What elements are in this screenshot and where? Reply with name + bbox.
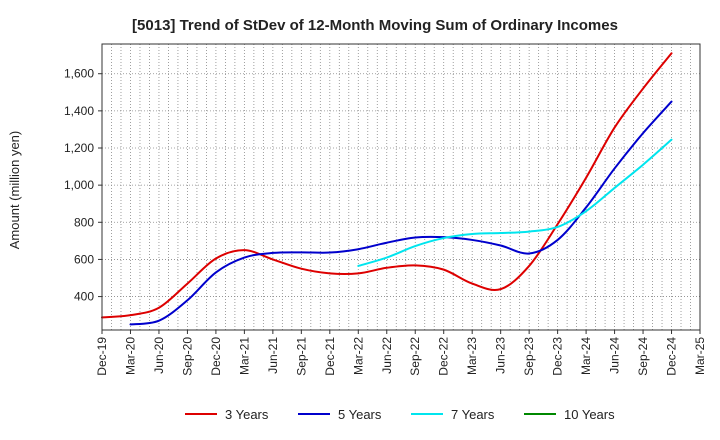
x-tick-label: Mar-25 — [693, 337, 707, 375]
x-tick-label: Jun-24 — [608, 337, 622, 374]
y-tick-label: 1,600 — [64, 67, 94, 81]
x-tick-label: Sep-23 — [522, 337, 536, 376]
x-tick-label: Sep-24 — [636, 337, 650, 376]
x-tick-label: Dec-20 — [209, 337, 223, 376]
x-tick-label: Mar-24 — [579, 337, 593, 375]
chart-container: [5013] Trend of StDev of 12-Month Moving… — [0, 0, 720, 440]
legend-label-3-years: 3 Years — [225, 407, 269, 422]
x-tick-label: Dec-21 — [323, 337, 337, 376]
x-tick-label: Jun-20 — [152, 337, 166, 374]
y-tick-label: 800 — [74, 215, 94, 229]
x-tick-label: Mar-21 — [237, 337, 251, 375]
y-tick-label: 600 — [74, 252, 94, 266]
x-tick-label: Jun-21 — [266, 337, 280, 374]
grid-layer — [102, 44, 700, 330]
x-tick-label: Sep-21 — [294, 337, 308, 376]
y-tick-label: 1,000 — [64, 178, 94, 192]
y-tick-label: 400 — [74, 290, 94, 304]
x-tick-label: Sep-22 — [408, 337, 422, 376]
series-line-5-years — [130, 102, 671, 325]
y-axis-label: Amount (million yen) — [7, 131, 22, 250]
x-tick-label: Mar-22 — [351, 337, 365, 375]
chart-title: [5013] Trend of StDev of 12-Month Moving… — [132, 17, 618, 34]
y-tick-label: 1,200 — [64, 141, 94, 155]
plot-area-frame — [102, 44, 700, 330]
chart-svg: [5013] Trend of StDev of 12-Month Moving… — [0, 0, 720, 440]
x-tick-label: Mar-20 — [123, 337, 137, 375]
x-tick-label: Dec-23 — [551, 337, 565, 376]
x-tick-label: Jun-22 — [380, 337, 394, 374]
series-line-7-years — [358, 140, 671, 266]
legend-label-5-years: 5 Years — [338, 407, 382, 422]
y-axis-ticks: 400 600 800 1,000 1,200 1,400 1,600 — [64, 67, 102, 304]
x-tick-label: Jun-23 — [494, 337, 508, 374]
y-tick-label: 1,400 — [64, 104, 94, 118]
legend-label-7-years: 7 Years — [451, 407, 495, 422]
legend: 3 Years 5 Years 7 Years 10 Years — [185, 407, 615, 422]
legend-label-10-years: 10 Years — [564, 407, 615, 422]
x-tick-label: Dec-24 — [665, 337, 679, 376]
x-tick-label: Mar-23 — [465, 337, 479, 375]
x-tick-label: Dec-19 — [95, 337, 109, 376]
x-axis-ticks: Dec-19 Mar-20 Jun-20 Sep-20 Dec-20 Mar-21 Jun-… — [95, 330, 707, 376]
x-tick-label: Sep-20 — [180, 337, 194, 376]
x-tick-label: Dec-22 — [437, 337, 451, 376]
